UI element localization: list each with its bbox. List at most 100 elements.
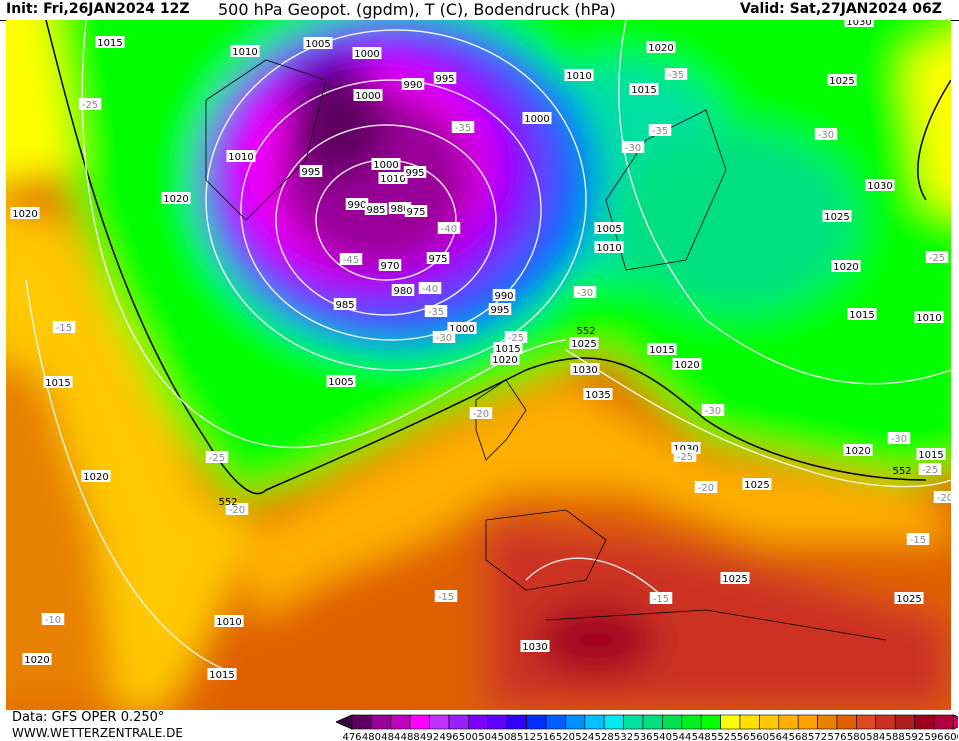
legend-tick-label: 500 bbox=[459, 732, 478, 741]
isobar-label: 975 bbox=[428, 254, 447, 265]
temperature-label: -45 bbox=[343, 255, 359, 266]
temperature-label-box bbox=[906, 533, 930, 545]
legend-swatch bbox=[584, 714, 605, 730]
isobar-label-box bbox=[345, 198, 369, 210]
legend-swatch bbox=[797, 714, 818, 730]
isobar-label: 1015 bbox=[849, 310, 874, 321]
isobar-label: 985 bbox=[366, 205, 385, 216]
legend-swatch bbox=[778, 714, 799, 730]
isobar-label-box bbox=[488, 303, 512, 315]
temperature-label-box bbox=[814, 128, 838, 140]
isobar-label: 1025 bbox=[571, 339, 596, 350]
isobar-label: 1015 bbox=[495, 344, 520, 355]
isobar-label: 1035 bbox=[585, 390, 610, 401]
temperature-label-box bbox=[469, 407, 493, 419]
temperature-label-box bbox=[451, 121, 475, 133]
legend-swatch bbox=[875, 714, 896, 730]
temperature-label-box bbox=[434, 590, 458, 602]
isobar-label-box bbox=[401, 78, 425, 90]
legend-tick-label: 600 bbox=[944, 732, 958, 741]
map-title: 500 hPa Geopot. (gpdm), T (C), Bodendruc… bbox=[218, 0, 616, 19]
temperature-label-box bbox=[573, 286, 597, 298]
legend-swatch bbox=[856, 714, 877, 730]
legend-swatch bbox=[836, 714, 857, 730]
temperature-label: -25 bbox=[922, 465, 938, 476]
isobar-label: 1030 bbox=[867, 181, 892, 192]
isobar-label: 1010 bbox=[380, 174, 405, 185]
isobar-label-box bbox=[81, 470, 111, 482]
legend-tick-label: 520 bbox=[556, 732, 575, 741]
legend-swatch bbox=[603, 714, 624, 730]
isobar-label: 1010 bbox=[566, 71, 591, 82]
legend-swatch bbox=[487, 714, 508, 730]
legend-swatch bbox=[371, 714, 392, 730]
legend-tick-label: 476 bbox=[342, 732, 361, 741]
website: WWW.WETTERZENTRALE.DE bbox=[12, 726, 183, 740]
isobar-label-box bbox=[226, 150, 256, 162]
isobar-label-box bbox=[403, 166, 427, 178]
temperature-label-box bbox=[418, 282, 442, 294]
isobar-label-box bbox=[914, 311, 944, 323]
isobar-label: 990 bbox=[403, 80, 422, 91]
temperature-label-box bbox=[648, 124, 672, 136]
legend-tick-label: 516 bbox=[536, 732, 555, 741]
temperature-label-box bbox=[694, 481, 718, 493]
isobar-label: 1010 bbox=[916, 313, 941, 324]
legend-tick-label: 580 bbox=[847, 732, 866, 741]
temperature-label: -30 bbox=[577, 288, 593, 299]
isobar-label: 1020 bbox=[648, 43, 673, 54]
coastlines bbox=[205, 59, 887, 641]
isobar-label-box bbox=[353, 89, 383, 101]
isobar-label-box bbox=[843, 444, 873, 456]
isobar-label: 990 bbox=[494, 291, 513, 302]
legend-tick-label: 488 bbox=[401, 732, 420, 741]
isobar-label-box bbox=[378, 259, 402, 271]
isobar-label-box bbox=[333, 298, 357, 310]
isobar-label-box bbox=[594, 241, 624, 253]
isobar-label-box bbox=[569, 337, 599, 349]
legend-swatch bbox=[351, 714, 372, 730]
legend-swatch bbox=[448, 714, 469, 730]
isobar-label-box bbox=[672, 358, 702, 370]
isobar-label: 995 bbox=[301, 167, 320, 178]
legend-swatch bbox=[506, 714, 527, 730]
isobar-label: 1025 bbox=[896, 594, 921, 605]
temperature-label: -20 bbox=[937, 493, 951, 504]
isobar-label: 1020 bbox=[83, 472, 108, 483]
isobar-label: 1000 bbox=[355, 91, 380, 102]
temperature-label: -15 bbox=[910, 535, 926, 546]
legend-swatch bbox=[468, 714, 489, 730]
temperature-label-box bbox=[424, 305, 448, 317]
isobar-label: 1005 bbox=[305, 39, 330, 50]
legend-swatch bbox=[390, 714, 411, 730]
legend-tick-label: 544 bbox=[672, 732, 691, 741]
temperature-label: -30 bbox=[625, 143, 641, 154]
temperature-label-box bbox=[432, 331, 456, 343]
legend-tick-label: 592 bbox=[905, 732, 924, 741]
color-legend: 476 480 484 488 492 496 500 504 508 512 516 520 524 5… bbox=[336, 714, 958, 741]
temperature-label: -35 bbox=[652, 126, 668, 137]
isobar-label: 1015 bbox=[209, 670, 234, 681]
temperature-label-box bbox=[918, 463, 942, 475]
temperature-label: -35 bbox=[668, 70, 684, 81]
isobar-label: 1020 bbox=[674, 360, 699, 371]
isobar-label-box bbox=[95, 36, 125, 48]
isobar-label: 995 bbox=[405, 168, 424, 179]
isobar-label-box bbox=[352, 47, 382, 59]
isobar-label: 985 bbox=[335, 300, 354, 311]
isobar-label: 1010 bbox=[216, 617, 241, 628]
legend-swatch bbox=[759, 714, 780, 730]
isobar-label-box bbox=[371, 158, 401, 170]
isobar-label-box bbox=[10, 207, 40, 219]
isobar-label: 1010 bbox=[596, 243, 621, 254]
isobar-label: 1015 bbox=[45, 378, 70, 389]
isobar-label: 1020 bbox=[845, 446, 870, 457]
isobar-label-box bbox=[22, 653, 52, 665]
isobar-label-box bbox=[303, 37, 333, 49]
data-source: Data: GFS OPER 0.250° bbox=[12, 710, 165, 725]
legend-tick-label: 484 bbox=[381, 732, 400, 741]
temperature-label-box bbox=[225, 503, 249, 515]
isobar-label: 990 bbox=[347, 200, 366, 211]
weather-map: 1015101010051000990995100010109951000101… bbox=[6, 20, 951, 710]
